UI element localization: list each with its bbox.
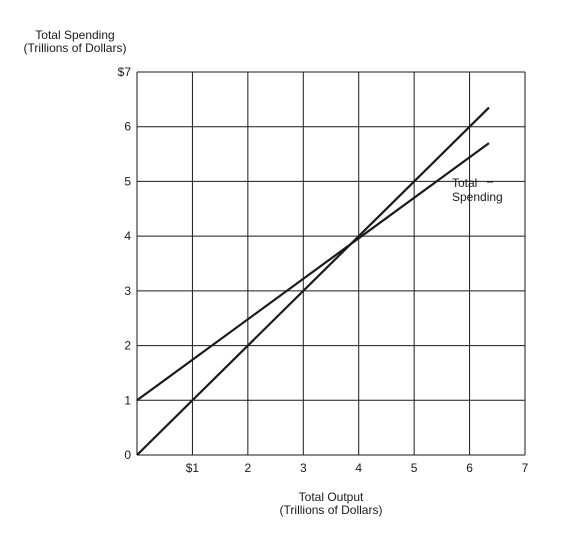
y-tick-label-5: 5	[124, 174, 131, 188]
tick-labels: $1 2 3 4 5 6 7 0 1 2 3 4 5 6 $7	[118, 65, 529, 475]
series-lines	[136, 106, 490, 456]
y-axis-title-line-1: Total Spending	[35, 28, 114, 42]
y-tick-label-4: 4	[124, 229, 131, 243]
y-tick-label-0: 0	[124, 448, 131, 462]
x-axis-title-line-2: (Trillions of Dollars)	[280, 503, 383, 517]
y-axis-title-line-2: (Trillions of Dollars)	[24, 41, 127, 55]
series-line-0	[136, 142, 490, 402]
x-axis-title-line-1: Total Output	[299, 490, 364, 504]
x-tick-label-2: 2	[245, 461, 252, 475]
x-tick-label-4: 4	[355, 461, 362, 475]
series-label-line-1: Total	[452, 176, 477, 190]
grid	[136, 71, 526, 456]
x-tick-label-5: 5	[411, 461, 418, 475]
y-tick-label-6: 6	[124, 120, 131, 134]
y-tick-label-1: 1	[124, 393, 131, 407]
y-tick-label-2: 2	[124, 339, 131, 353]
x-tick-label-1: $1	[186, 461, 200, 475]
series-line-1	[136, 106, 490, 456]
y-tick-label-3: 3	[124, 284, 131, 298]
y-tick-label-7: $7	[118, 65, 132, 79]
x-tick-label-7: 7	[522, 461, 529, 475]
x-tick-label-3: 3	[300, 461, 307, 475]
x-tick-label-6: 6	[466, 461, 473, 475]
series-label-line-2: Spending	[452, 190, 503, 204]
